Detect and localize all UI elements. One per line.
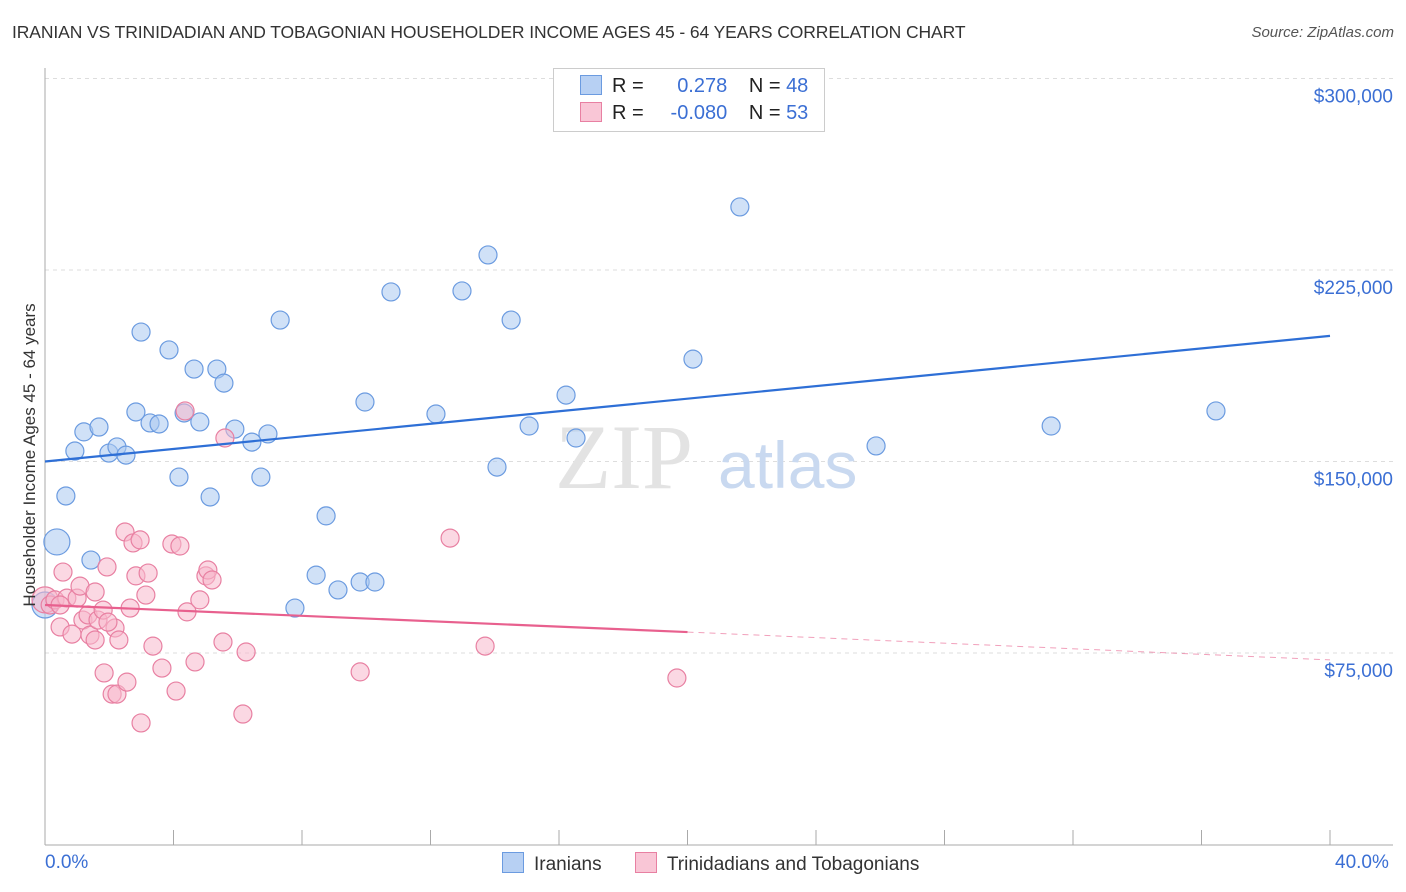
trinidadian-point <box>97 557 117 577</box>
iranian-point <box>355 392 375 412</box>
iranian-point <box>306 565 326 585</box>
trinidadian-point <box>440 528 460 548</box>
iranian-point <box>328 580 348 600</box>
iranian-point <box>81 550 101 570</box>
iranian-point <box>56 486 76 506</box>
y-axis-label: Householder Income Ages 45 - 64 years <box>20 303 39 607</box>
y-tick-label: $150,000 <box>1314 470 1393 491</box>
iranian-point <box>270 310 290 330</box>
trinidadian-point <box>475 636 495 656</box>
trinidadian-point <box>236 642 256 662</box>
trinidadian-point <box>233 704 253 724</box>
iranian-point <box>519 416 539 436</box>
r-label: R = <box>612 102 644 124</box>
iranians-swatch <box>580 75 602 95</box>
trinidadian-point <box>130 530 150 550</box>
iranians-swatch <box>502 852 524 873</box>
iranian-point <box>285 598 305 618</box>
iranian-point <box>556 385 576 405</box>
series-legend: Iranians Trinidadians and Tobagonians <box>502 852 919 876</box>
trinidadians-trend-extension <box>687 631 1331 661</box>
iranian-point <box>126 402 146 422</box>
iranian-point <box>190 412 210 432</box>
iranian-point <box>501 310 521 330</box>
r-label: R = <box>612 75 644 97</box>
trinidadian-point <box>166 681 186 701</box>
y-tick-label: $300,000 <box>1314 87 1393 108</box>
x-tick-max: 40.0% <box>1335 852 1389 873</box>
iranian-point <box>131 322 151 342</box>
watermark-zip: ZIP <box>555 406 693 508</box>
iranian-point <box>426 404 446 424</box>
legend-item-iranians[interactable]: Iranians <box>502 852 602 875</box>
trinidadian-point <box>109 630 129 650</box>
trinidadian-point <box>202 570 222 590</box>
legend-label: Trinidadians and Tobagonians <box>666 854 920 875</box>
trinidadian-point <box>138 563 158 583</box>
n-label: N = <box>748 75 781 97</box>
stats-legend: R = 0.278 N = 48 R = -0.080 N = 53 <box>553 68 825 132</box>
trinidadian-point <box>85 582 105 602</box>
legend-row-iranians: R = 0.278 N = 48 <box>580 75 808 98</box>
iranian-point <box>149 414 169 434</box>
iranian-point <box>730 197 750 217</box>
trinidadian-point <box>152 658 172 678</box>
iranian-point <box>381 282 401 302</box>
legend-label: Iranians <box>534 854 602 875</box>
trinidadian-point <box>175 401 195 421</box>
iranian-point <box>89 417 109 437</box>
iranian-point <box>214 373 234 393</box>
trinidadian-point <box>98 612 118 632</box>
x-tick-min: 0.0% <box>45 852 89 873</box>
chart-title: IRANIAN VS TRINIDADIAN AND TOBAGONIAN HO… <box>12 22 966 42</box>
iranian-point <box>200 487 220 507</box>
trinidadian-point <box>170 536 190 556</box>
iranian-point <box>566 428 586 448</box>
y-tick-label: $225,000 <box>1314 278 1393 299</box>
trinidadian-point <box>350 662 370 682</box>
trinidadian-point <box>136 585 156 605</box>
y-tick-label: $75,000 <box>1324 661 1393 682</box>
trinidadians-swatch <box>580 102 602 122</box>
source-label: Source: ZipAtlas.com <box>1251 24 1394 41</box>
iranians-trend-line <box>44 334 1331 463</box>
r-value: -0.080 <box>670 102 728 124</box>
trinidadian-point <box>131 713 151 733</box>
trinidadian-point <box>213 632 233 652</box>
trinidadian-point <box>143 636 163 656</box>
trinidadian-point <box>117 672 137 692</box>
iranian-point <box>1206 401 1226 421</box>
trinidadian-point <box>185 652 205 672</box>
watermark-atlas: atlas <box>718 428 857 502</box>
iranian-point <box>184 359 204 379</box>
iranian-point <box>1041 416 1061 436</box>
trinidadian-point <box>53 562 73 582</box>
iranian-point <box>316 506 336 526</box>
legend-row-trinidadians: R = -0.080 N = 53 <box>580 102 808 125</box>
iranian-point <box>65 441 85 461</box>
iranian-point <box>866 436 886 456</box>
iranian-point <box>169 467 189 487</box>
iranian-point <box>478 245 498 265</box>
iranian-point <box>683 349 703 369</box>
trinidadian-point <box>667 668 687 688</box>
iranian-point <box>452 281 472 301</box>
trinidadians-swatch <box>634 852 657 873</box>
iranian-point <box>43 528 71 556</box>
r-value: 0.278 <box>677 75 728 97</box>
iranian-point <box>487 457 507 477</box>
n-value: 53 <box>786 102 809 124</box>
n-label: N = <box>748 102 781 124</box>
n-value: 48 <box>786 75 809 97</box>
iranian-point <box>159 340 179 360</box>
iranian-point <box>365 572 385 592</box>
trinidadian-point <box>94 663 114 683</box>
trinidadian-point <box>190 590 210 610</box>
trinidadian-point <box>85 630 105 650</box>
trinidadians-trend-line <box>44 603 688 634</box>
legend-item-trinidadians[interactable]: Trinidadians and Tobagonians <box>634 852 920 875</box>
iranian-point <box>251 467 271 487</box>
